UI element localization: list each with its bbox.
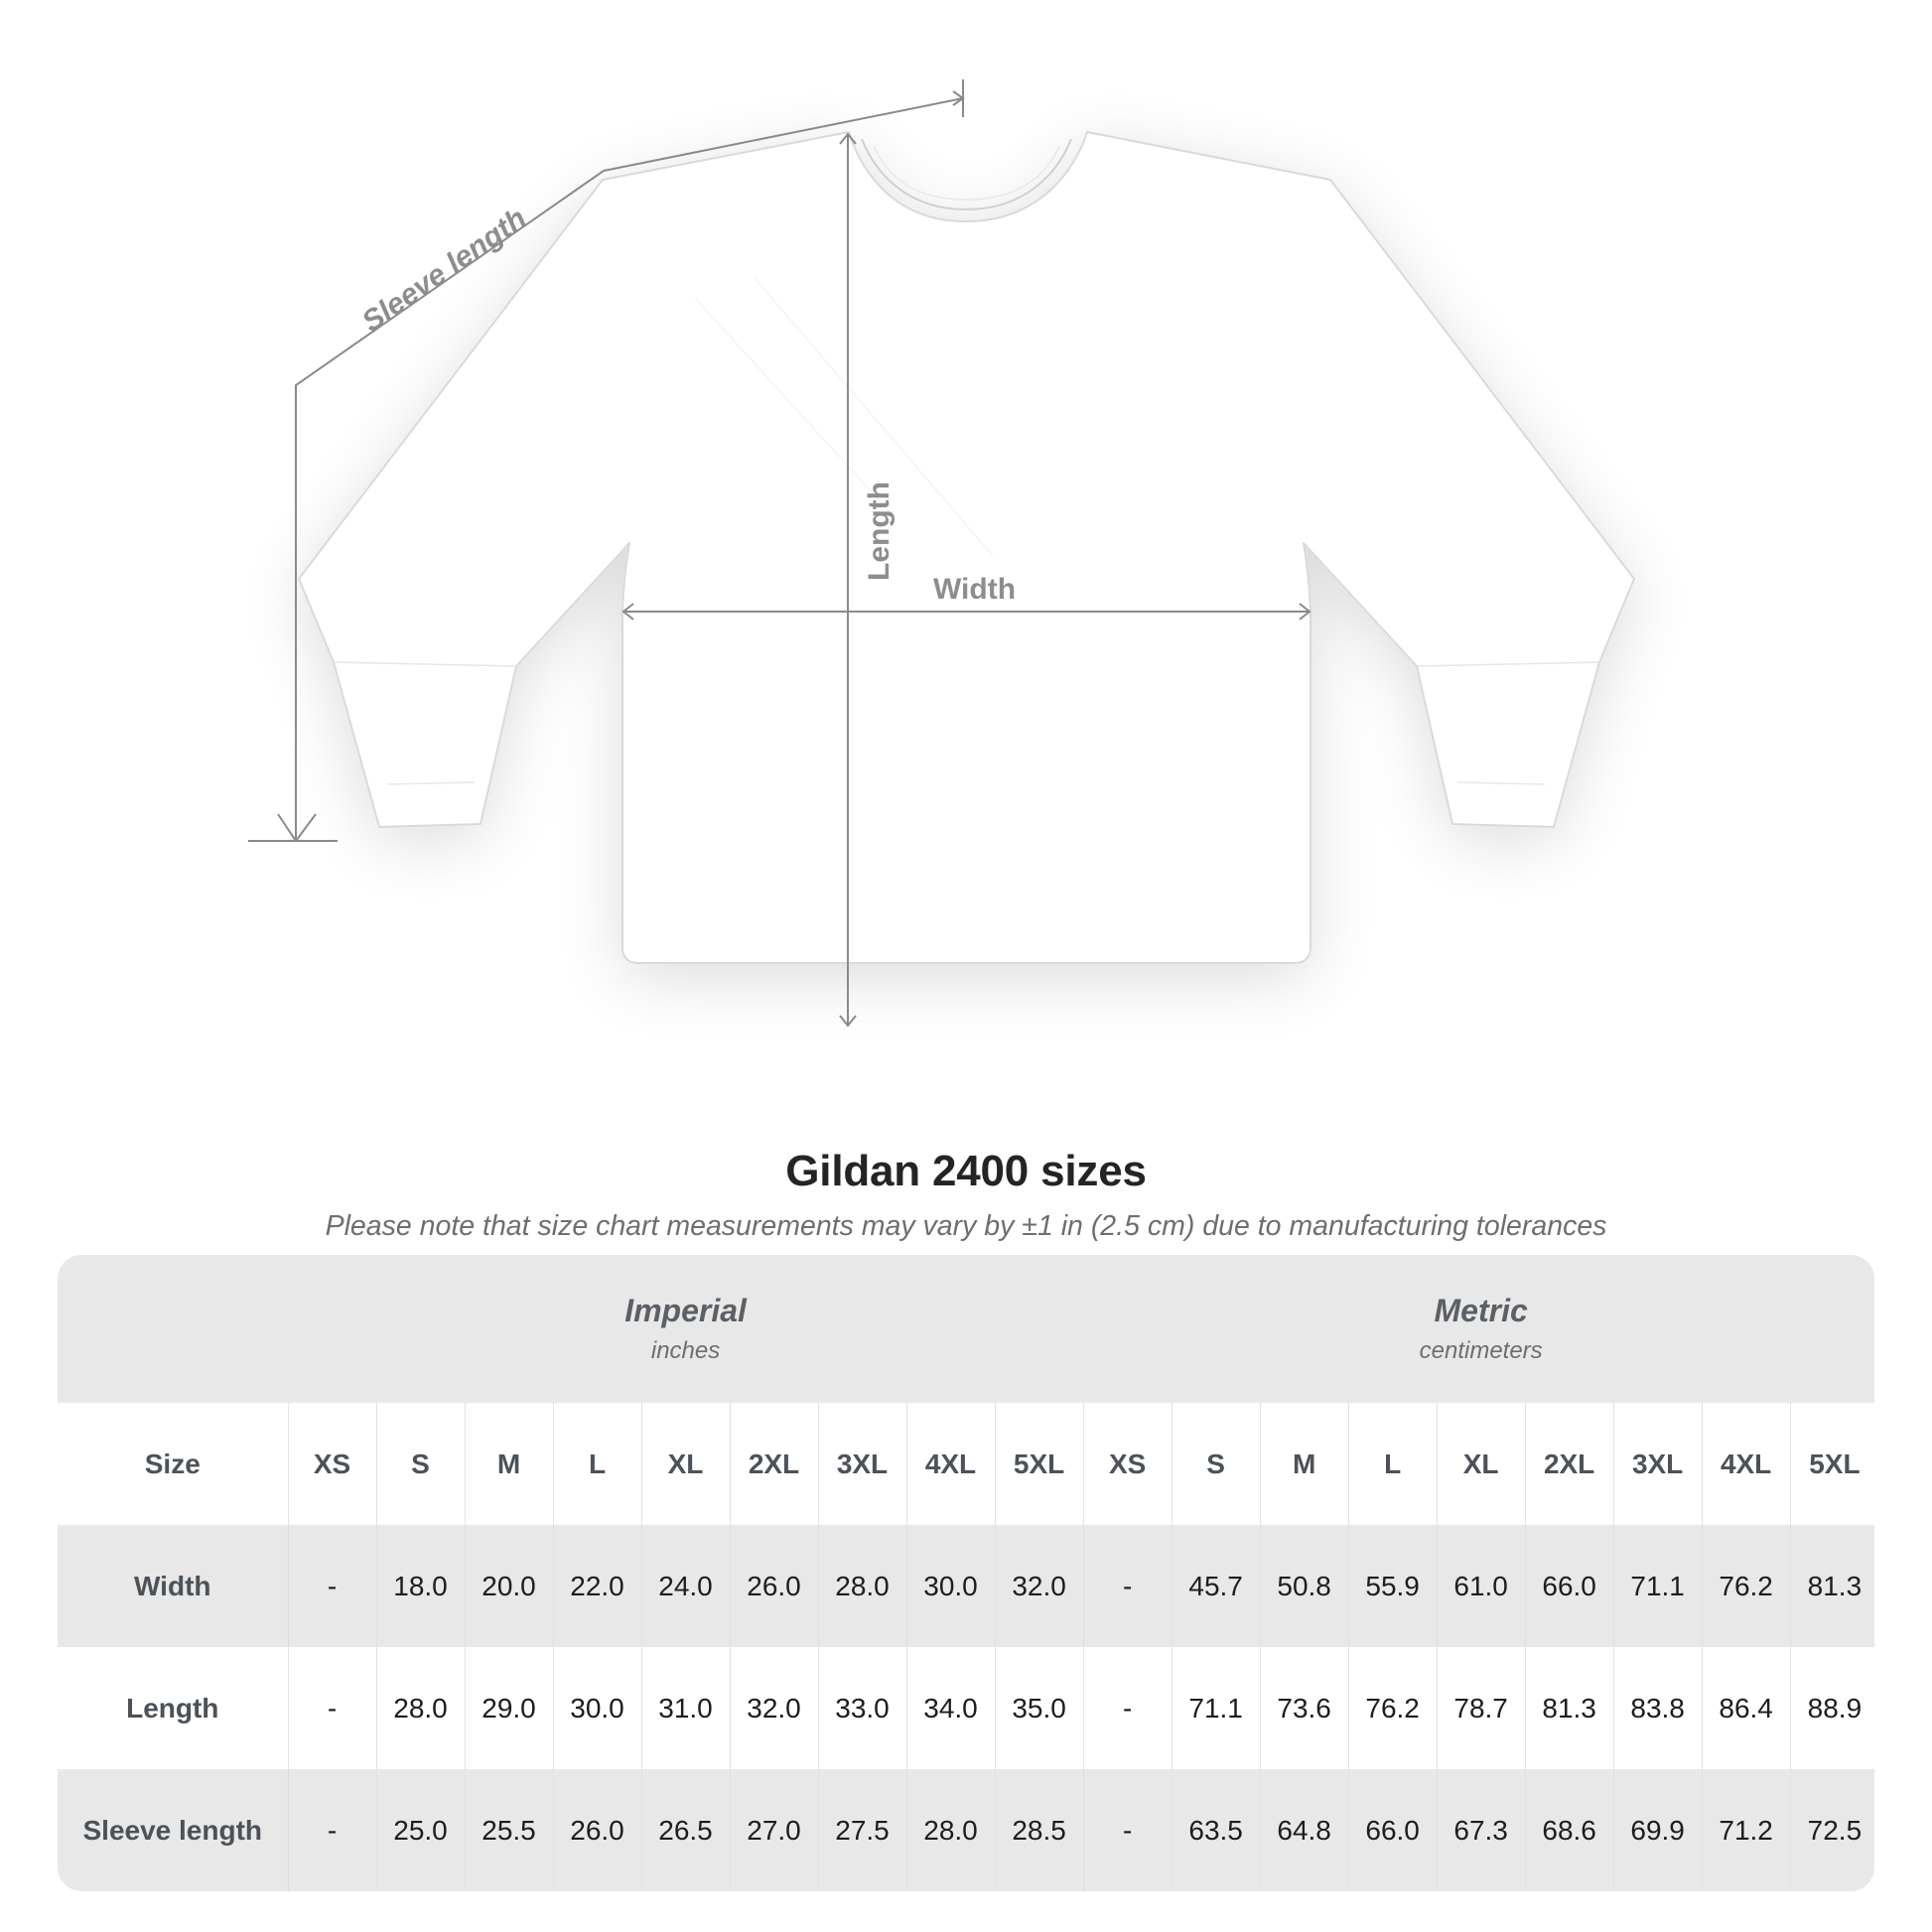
svg-text:Length: Length — [863, 482, 896, 581]
svg-text:Width: Width — [933, 573, 1016, 606]
